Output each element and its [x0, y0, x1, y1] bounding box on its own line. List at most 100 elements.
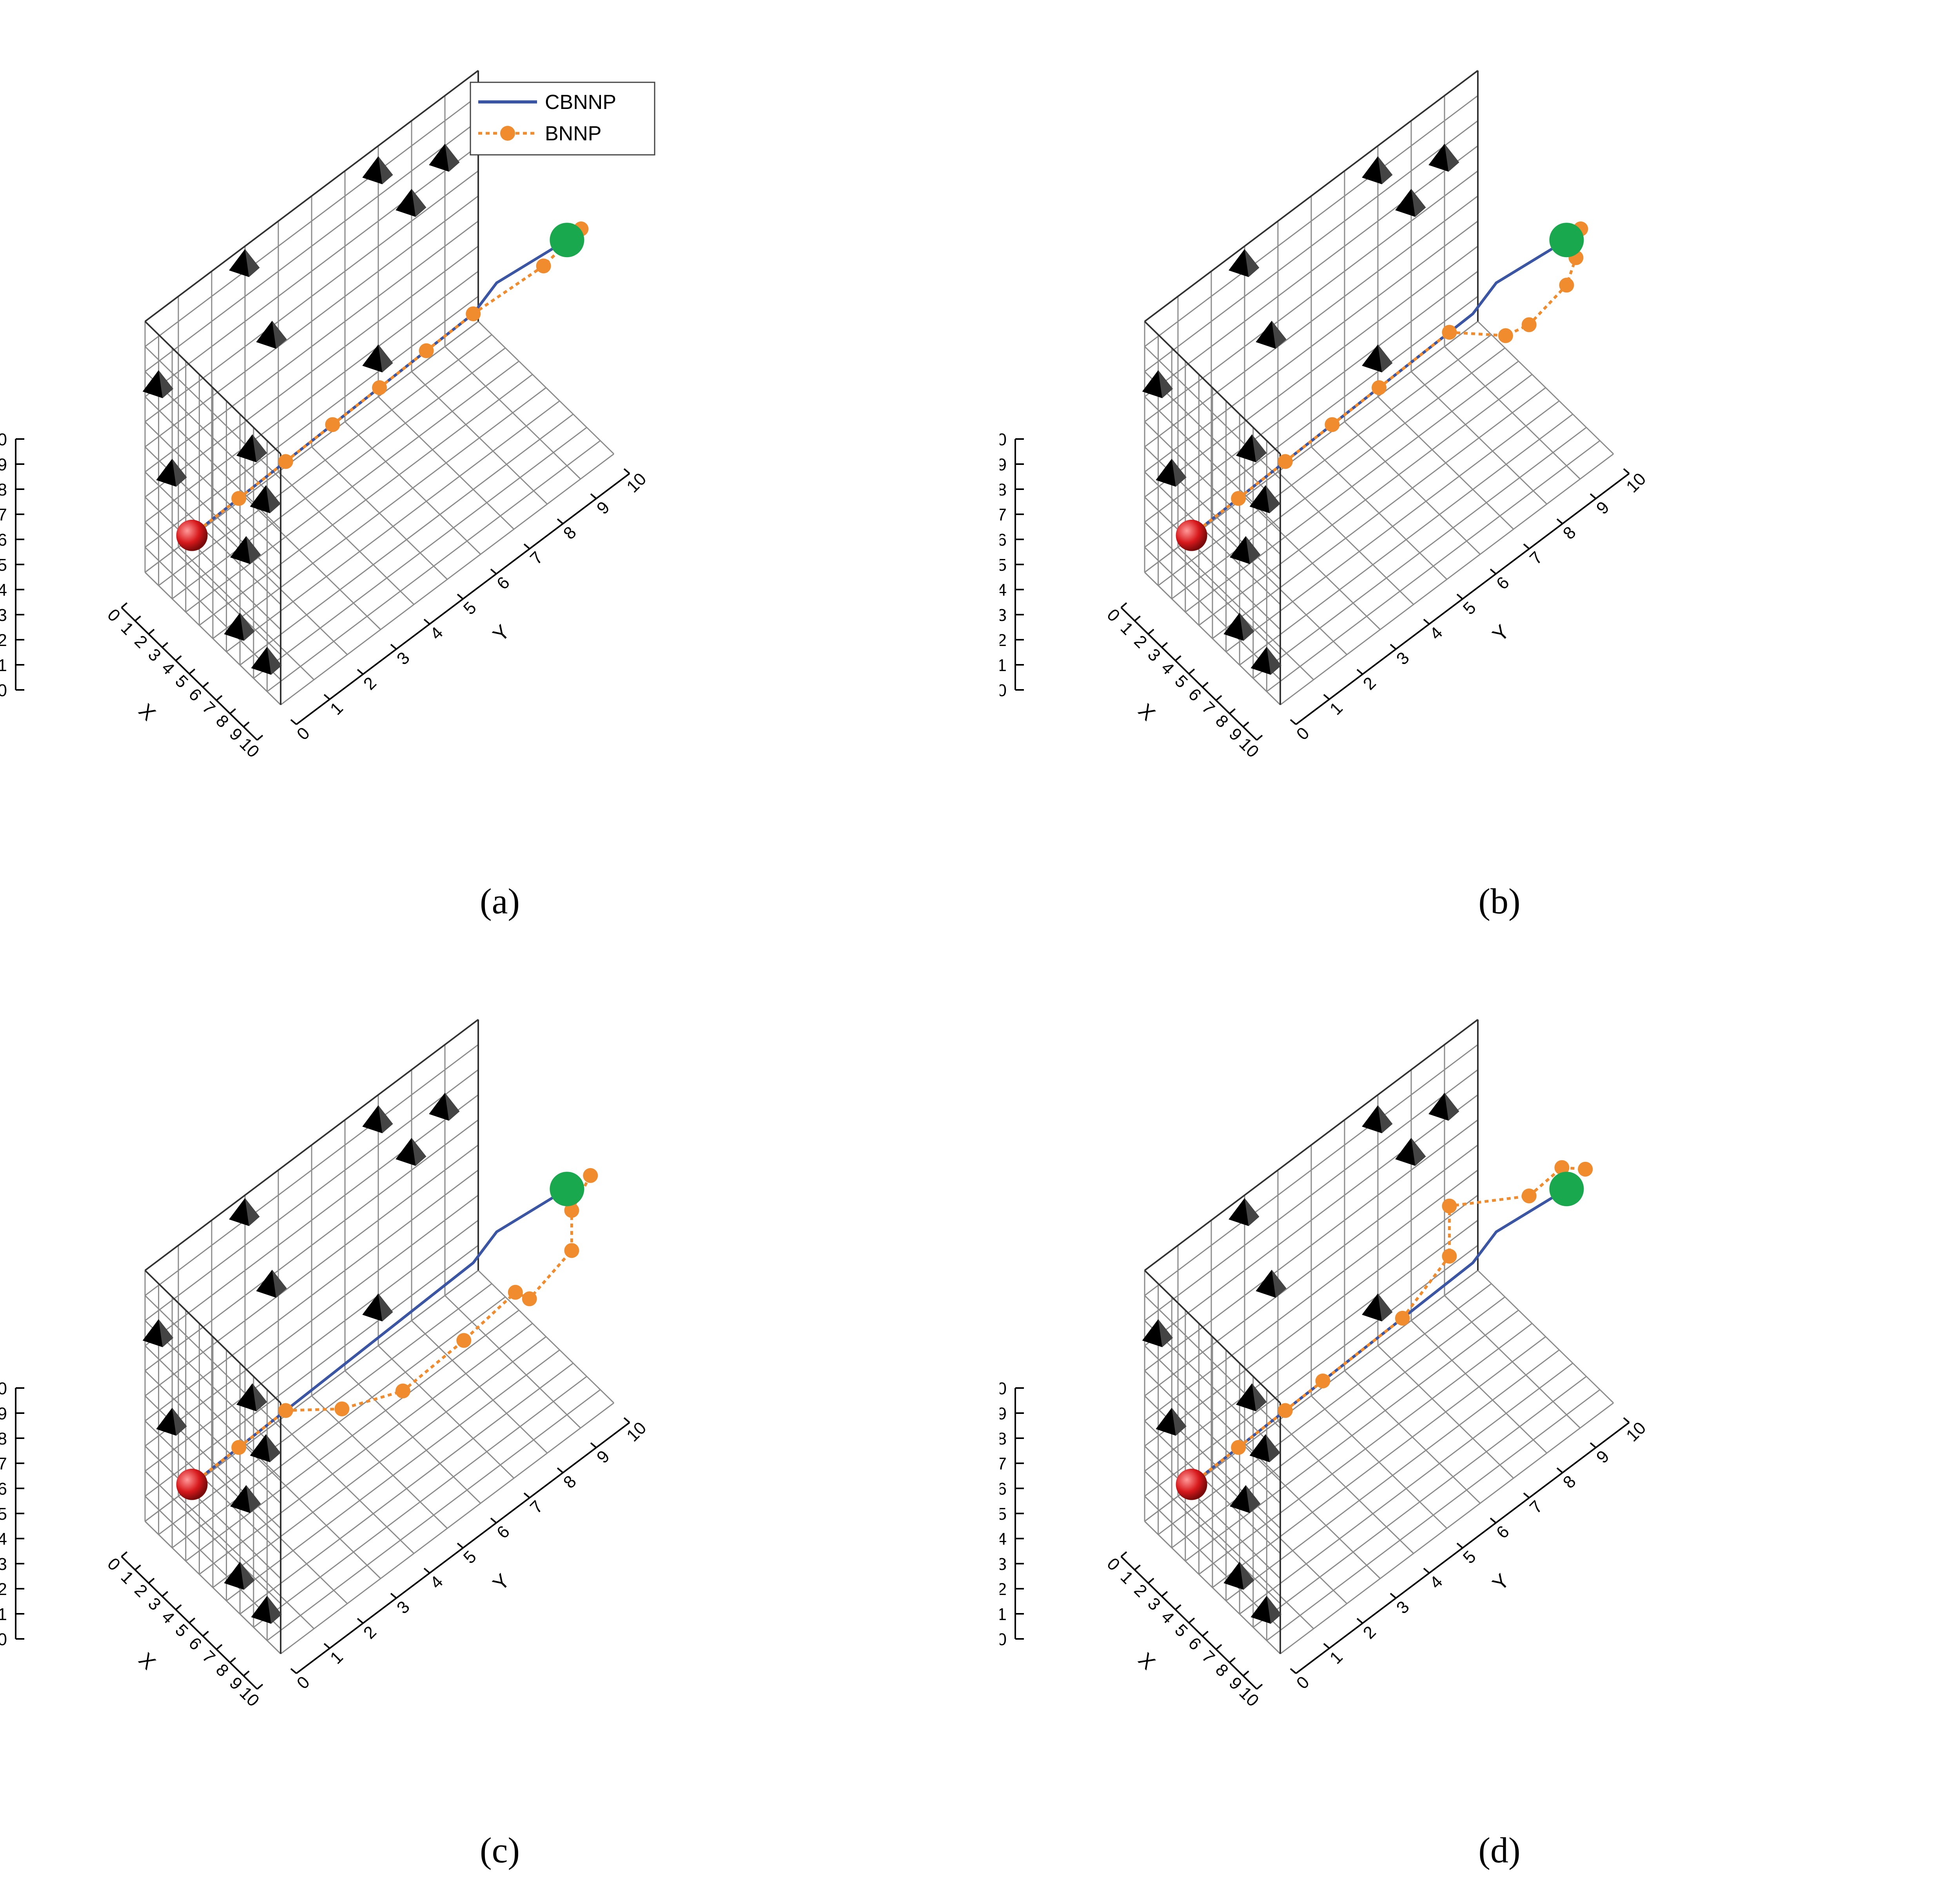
obstacle-face: [1172, 1408, 1187, 1436]
bnnp-point: [1278, 454, 1293, 469]
grid-line: [1266, 1389, 1601, 1641]
y-tick-label: 3: [1393, 1597, 1413, 1618]
x-tick-label: 1: [117, 619, 138, 639]
obstacle-face: [1378, 1105, 1393, 1133]
bnnp-point: [1395, 1310, 1410, 1326]
z-tick-label: 1: [1000, 1605, 1007, 1624]
x-tick: [1161, 642, 1168, 648]
y-tick-label: 2: [1359, 673, 1380, 694]
z-tick-label: 4: [1000, 581, 1007, 600]
z-tick-label: 5: [0, 555, 7, 575]
y-tick: [623, 468, 630, 474]
x-tick-label: 1: [1117, 619, 1137, 639]
x-tick: [216, 695, 223, 701]
grid-line: [267, 440, 601, 692]
x-tick-label: 2: [131, 1580, 151, 1601]
x-tick: [1256, 735, 1263, 741]
bnnp-point: [1315, 1374, 1330, 1388]
obstacle-face: [1265, 1434, 1280, 1463]
grid-line: [1252, 427, 1587, 679]
y-tick: [590, 1442, 597, 1448]
y-tick-label: 0: [293, 1673, 314, 1693]
y-tick: [1523, 543, 1530, 550]
y-tick-label: 4: [426, 623, 447, 644]
obstacle-face: [1445, 143, 1459, 172]
x-tick: [1202, 682, 1209, 688]
bnnp-point: [231, 491, 247, 506]
x-tick-label: 6: [185, 685, 205, 705]
bnnp-point: [1325, 417, 1340, 432]
z-tick-label: 2: [0, 631, 7, 650]
grid-line: [226, 400, 560, 652]
x-tick-label: 8: [212, 711, 232, 731]
obstacle-face: [172, 1408, 187, 1436]
x-axis-label: X: [1134, 1648, 1160, 1674]
bnnp-point: [508, 1285, 523, 1300]
grid-line: [311, 446, 448, 580]
grid: [1144, 1019, 1614, 1655]
obstacle-face: [240, 1562, 255, 1590]
z-tick-label: 8: [1000, 480, 1007, 499]
grid-line: [145, 1119, 479, 1372]
y-tick-label: 6: [1493, 573, 1513, 593]
obstacle-face: [252, 434, 267, 463]
x-tick: [162, 642, 169, 648]
x-tick: [121, 1551, 128, 1557]
goal-marker: [550, 1172, 584, 1207]
obstacle-face: [246, 1485, 261, 1513]
obstacle-face: [245, 249, 260, 277]
x-tick-label: 3: [144, 1594, 165, 1614]
x-axis-label: X: [1134, 699, 1160, 725]
obstacle-face: [252, 1383, 267, 1412]
series: [1191, 1160, 1593, 1486]
obstacle-face: [1246, 536, 1261, 564]
obstacle-face: [272, 321, 287, 349]
y-tick: [423, 619, 430, 625]
y-tick: [1323, 694, 1330, 700]
grid-line: [1310, 446, 1448, 580]
x-tick-label: 0: [1103, 1554, 1123, 1575]
y-axis-label: Y: [488, 1570, 514, 1595]
x-tick: [148, 629, 155, 635]
z-tick-label: 0: [1000, 681, 1007, 700]
box-edge: [1144, 70, 1479, 322]
obstacle-face: [1265, 485, 1280, 514]
x-tick-label: 4: [158, 1607, 178, 1628]
bnnp-point: [1554, 1160, 1570, 1175]
obstacle-face: [1411, 189, 1426, 217]
x-tick: [1175, 1604, 1181, 1610]
grid-line: [1144, 1370, 1281, 1504]
plot-area: 012345678910Z012345678910X012345678910Y: [0, 1019, 650, 1710]
y-tick-label: 3: [393, 1597, 414, 1618]
grid: [144, 1019, 615, 1655]
obstacle-face: [445, 143, 460, 172]
obstacle-face: [1240, 1562, 1254, 1590]
grid-line: [253, 1376, 587, 1628]
x-tick-label: 5: [1171, 671, 1191, 692]
x-tick: [175, 1604, 182, 1610]
obstacle-face: [1245, 249, 1259, 277]
obstacle-face: [412, 189, 426, 217]
y-tick: [1556, 518, 1563, 524]
panel-caption: (b): [1478, 881, 1520, 921]
grid-line: [444, 1295, 581, 1429]
obstacles: [142, 1092, 460, 1624]
z-tick-label: 6: [1000, 530, 1007, 550]
obstacle-face: [1445, 1092, 1459, 1121]
series: [191, 221, 589, 537]
x-tick: [1161, 1591, 1168, 1597]
y-tick: [590, 493, 597, 499]
y-tick: [1390, 644, 1397, 650]
z-tick-label: 0: [1000, 1630, 1007, 1649]
x-tick-label: 2: [1130, 1580, 1151, 1601]
z-tick-label: 3: [0, 606, 7, 625]
grid-line: [1144, 170, 1478, 423]
y-tick: [1456, 593, 1463, 600]
y-tick: [1290, 1668, 1297, 1674]
x-tick: [175, 655, 182, 661]
obstacle-face: [378, 156, 393, 184]
bnnp-point: [1578, 1161, 1593, 1177]
z-tick-label: 7: [0, 1454, 7, 1473]
z-tick-label: 7: [1000, 1454, 1007, 1473]
z-tick-label: 2: [1000, 1580, 1007, 1599]
